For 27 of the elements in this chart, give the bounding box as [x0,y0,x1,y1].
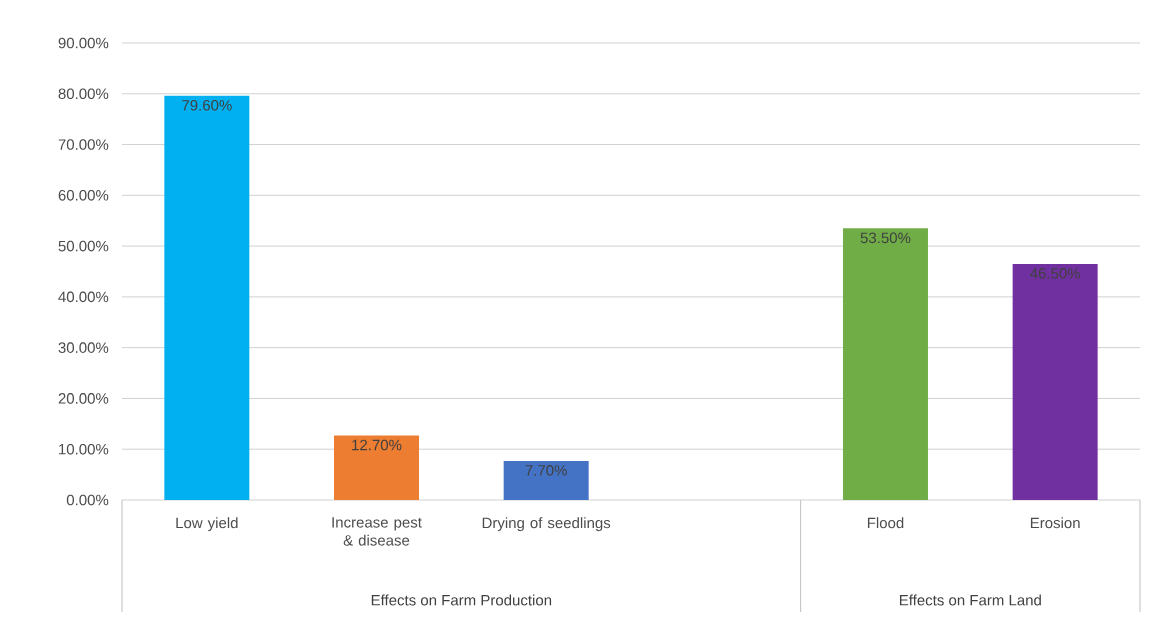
y-tick-label: 20.00% [58,393,109,404]
data-label: 12.70% [352,439,402,451]
y-tick-label: 40.00% [58,291,109,303]
y-tick-label: 70.00% [58,139,109,150]
x-tick-label: Increase pest & disease [332,517,422,546]
bar [334,435,419,500]
x-tick-label: Erosion [1030,517,1080,529]
text: Effects on Farm Production [371,594,552,606]
y-tick-label: 10.00% [59,443,109,455]
x-tick-label: Low yield [176,517,238,532]
y-tick-label: 0.00% [66,494,109,506]
y-tick-label: 30.00% [58,342,109,353]
y-tick-label: 60.00% [58,190,109,201]
data-label: 46.50% [1030,268,1081,279]
x-tick-label: Drying of seedlings [482,517,611,532]
bar [1012,263,1098,500]
bar [503,460,589,500]
x-tick-label: Flood [867,517,904,529]
bar [164,95,250,500]
text: Effects on Farm Land [899,594,1041,606]
data-label: 7.70% [525,465,567,476]
y-tick-label: 80.00% [58,88,109,100]
data-label: 53.50% [860,232,911,244]
bar [842,228,928,500]
y-tick-label: 50.00% [58,240,109,252]
y-tick-label: 90.00% [58,37,109,49]
data-label: 79.60% [182,100,232,111]
